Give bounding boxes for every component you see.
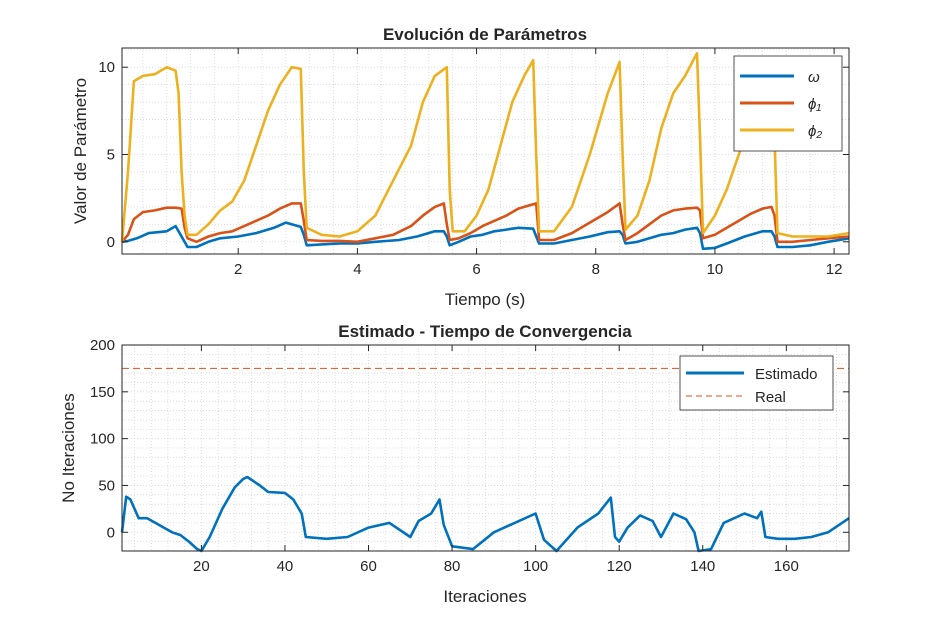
bottom-ticks: 20 40 60 80 100 120 140 160 0 50 100 150 200 [90,337,849,575]
x-tick-label: 10 [707,261,724,278]
x-tick-label: 20 [193,558,210,575]
y-tick-label: 100 [90,431,115,448]
y-tick-label: 200 [90,337,115,354]
bottom-legend[interactable]: Estimado Real [679,355,834,411]
top-ticks: 2 4 6 8 10 12 0 5 10 [98,48,849,278]
x-tick-label: 80 [444,558,461,575]
series-line-2 [120,51,850,242]
series-line-0 [121,221,850,251]
top-axes: 2 4 6 8 10 12 0 5 10 Evolución de Parámetros Tie… [71,25,850,309]
legend-label-phi1: ϕ₁ [808,96,821,113]
x-tick-label: 60 [360,558,377,575]
top-title: Evolución de Parámetros [383,25,587,44]
legend-label-real: Real [755,389,786,406]
y-tick-label: 10 [98,59,115,76]
x-tick-label: 4 [353,261,361,278]
x-tick-label: 6 [472,261,480,278]
top-ylabel: Valor de Parámetro [71,78,90,224]
x-tick-label: 40 [277,558,294,575]
x-tick-label: 120 [607,558,632,575]
bottom-ylabel: No Iteraciones [59,393,78,503]
x-tick-label: 100 [523,558,548,575]
legend-label-estimado: Estimado [755,366,818,383]
x-tick-label: 160 [774,558,799,575]
legend-label-phi2: ϕ₂ [808,123,822,140]
y-tick-label: 5 [107,146,115,163]
x-tick-label: 2 [234,261,242,278]
x-tick-label: 12 [826,261,843,278]
x-tick-label: 140 [690,558,715,575]
series-line-0 [120,475,850,553]
top-lines [120,51,850,251]
bottom-xlabel: Iteraciones [443,587,526,606]
bottom-axes: 20 40 60 80 100 120 140 160 0 50 100 150 200 Estimad… [59,322,850,606]
y-tick-label: 0 [107,234,115,251]
y-tick-label: 150 [90,384,115,401]
series-line-1 [121,202,850,244]
bottom-title: Estimado - Tiempo de Convergencia [338,322,632,341]
legend-label-omega: ω [808,69,820,86]
top-xlabel: Tiempo (s) [445,290,526,309]
y-tick-label: 50 [98,477,115,494]
top-legend[interactable]: ω ϕ₁ ϕ₂ [733,55,843,152]
x-tick-label: 8 [592,261,600,278]
y-tick-label: 0 [107,524,115,541]
